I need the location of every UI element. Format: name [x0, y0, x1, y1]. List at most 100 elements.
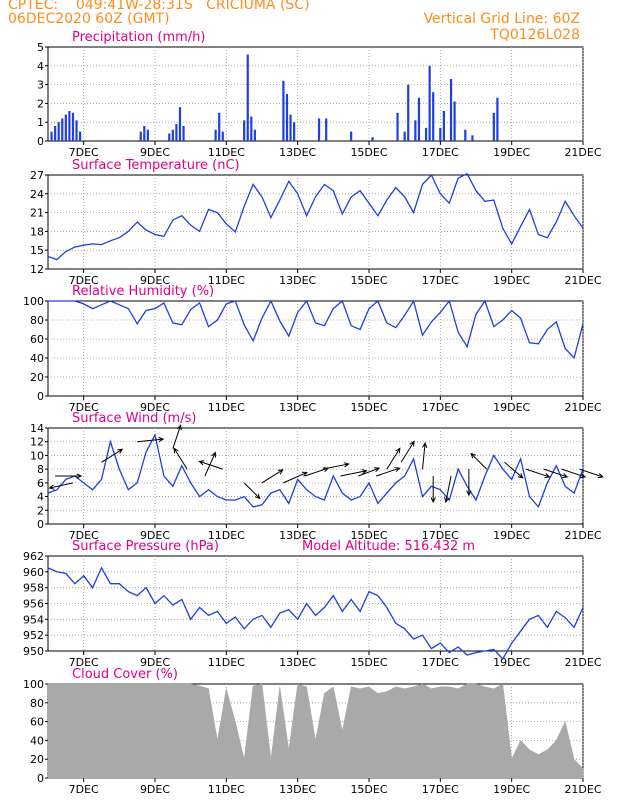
precip-bar: [424, 127, 428, 141]
wind-xtick-label: 21DEC: [564, 529, 601, 542]
precip-ytick-label: 4: [37, 60, 44, 73]
precip-bar: [464, 129, 467, 141]
cloud-xtick-label: 15DEC: [350, 783, 387, 796]
precip-bar: [325, 118, 328, 141]
precip-ytick-label: 5: [37, 41, 44, 54]
precip-frame: [47, 46, 584, 142]
rh-xtick-label: 15DEC: [350, 401, 387, 414]
temp-title: Surface Temperature (nC): [72, 158, 240, 173]
pres-panel: 950 952 954 956 958 960 962 7DEC 9DEC 11DEC 13DEC 1…: [23, 539, 602, 669]
pres-ytick-label: 950: [23, 645, 44, 658]
wind-vector: [137, 436, 165, 443]
wind-vector: [173, 447, 188, 470]
precip-bar: [182, 125, 185, 141]
rh-xtick-label: 7DEC: [69, 401, 99, 414]
wind-vector: [444, 475, 452, 504]
wind-vector: [204, 451, 216, 477]
temp-xtick-label: 9DEC: [140, 274, 170, 287]
wind-vector: [400, 440, 415, 463]
rh-ytick-label: 100: [23, 295, 44, 308]
precip-bar: [407, 84, 410, 141]
rh-ytick-label: 80: [30, 314, 44, 327]
wind-ytick-label: 14: [30, 422, 44, 435]
wind-xtick-label: 17DEC: [422, 529, 459, 542]
wind-line: [47, 433, 584, 509]
precip-bar: [50, 131, 53, 141]
wind-ytick-label: 0: [37, 518, 44, 531]
wind-vector: [172, 424, 182, 449]
rh-frame: [47, 300, 584, 397]
precip-xtick-label: 13DEC: [279, 146, 316, 159]
cloud-xtick-label: 13DEC: [279, 783, 316, 796]
temp-xtick-label: 7DEC: [69, 274, 99, 287]
rh-xtick-label: 19DEC: [493, 401, 530, 414]
temp-xtick-label: 17DEC: [422, 274, 459, 287]
precip-bar: [496, 97, 499, 141]
wind-vector: [198, 460, 223, 470]
rh-xtick-label: 13DEC: [279, 401, 316, 414]
wind-vector: [48, 482, 74, 490]
wind-vector: [466, 469, 472, 497]
header-model-code: TQ0126L028: [490, 27, 580, 43]
precip-bar: [139, 131, 142, 141]
precip-bar: [317, 118, 321, 141]
temp-panel: 12 15 18 21 24 27 7DEC 9DEC 11DEC 13DEC 15DEC 17DEC…: [30, 158, 602, 287]
precip-ytick-label: 1: [37, 116, 44, 129]
pres-ytick-label: 956: [23, 598, 44, 611]
pres-ytick-label: 952: [23, 629, 44, 642]
cloud-area: [47, 683, 584, 779]
precip-bar: [54, 125, 57, 141]
rh-xtick-label: 21DEC: [564, 401, 601, 414]
wind-vector: [525, 468, 551, 479]
wind-title: Surface Wind (m/s): [72, 411, 196, 426]
precip-bar: [68, 110, 71, 141]
cloud-panel: 0 20 40 60 80 100 7DEC 9DEC 11DEC 13DEC 15DEC 17DEC…: [23, 667, 602, 796]
wind-vector: [55, 473, 83, 479]
precip-xtick-label: 11DEC: [208, 146, 245, 159]
precip-bar: [414, 120, 417, 141]
wind-vector: [422, 441, 428, 470]
cloud-xtick-label: 11DEC: [208, 783, 245, 796]
wind-ytick-label: 6: [37, 477, 44, 490]
precip-bar: [282, 80, 285, 141]
pres-xtick-label: 7DEC: [69, 656, 99, 669]
precip-bar: [350, 131, 353, 141]
header-vertical-grid: Vertical Grid Line: 60Z: [423, 11, 580, 27]
precip-xtick-label: 19DEC: [493, 146, 530, 159]
precip-bar: [64, 114, 67, 141]
wind-ytick-label: 12: [30, 436, 44, 449]
pres-xtick-label: 17DEC: [422, 656, 459, 669]
temp-ytick-label: 15: [30, 244, 44, 257]
precip-bar: [79, 131, 82, 141]
wind-vector: [430, 476, 436, 504]
wind-ytick-label: 10: [30, 449, 44, 462]
precip-bar: [146, 129, 149, 141]
precip-bar: [168, 133, 171, 141]
wind-ytick-label: 4: [37, 491, 44, 504]
precip-xtick-label: 21DEC: [564, 146, 601, 159]
cloud-title: Cloud Cover (%): [72, 667, 178, 682]
precip-xtick-label: 7DEC: [69, 146, 99, 159]
precip-bar: [171, 129, 174, 141]
wind-xtick-label: 13DEC: [279, 529, 316, 542]
pres-ytick-label: 954: [23, 613, 44, 626]
precip-ytick-label: 0: [37, 135, 44, 148]
precip-bar: [289, 114, 292, 141]
precip-xtick-label: 17DEC: [422, 146, 459, 159]
precip-bar: [471, 135, 474, 141]
precip-bar: [442, 110, 445, 141]
temp-xtick-label: 11DEC: [208, 274, 245, 287]
pres-title: Surface Pressure (hPa): [72, 539, 219, 554]
precip-bar: [71, 112, 75, 141]
precip-title: Precipitation (mm/h): [72, 30, 205, 45]
pres-xtick-label: 13DEC: [279, 656, 316, 669]
precip-bar: [417, 97, 421, 141]
precip-ytick-label: 3: [37, 79, 44, 92]
temp-xtick-label: 21DEC: [564, 274, 601, 287]
precip-bar: [143, 125, 146, 141]
temp-ytick-label: 21: [30, 207, 44, 220]
precip-bar: [449, 78, 453, 141]
cloud-xtick-label: 7DEC: [69, 783, 99, 796]
wind-vector: [283, 471, 308, 484]
pres-xtick-label: 9DEC: [140, 656, 170, 669]
